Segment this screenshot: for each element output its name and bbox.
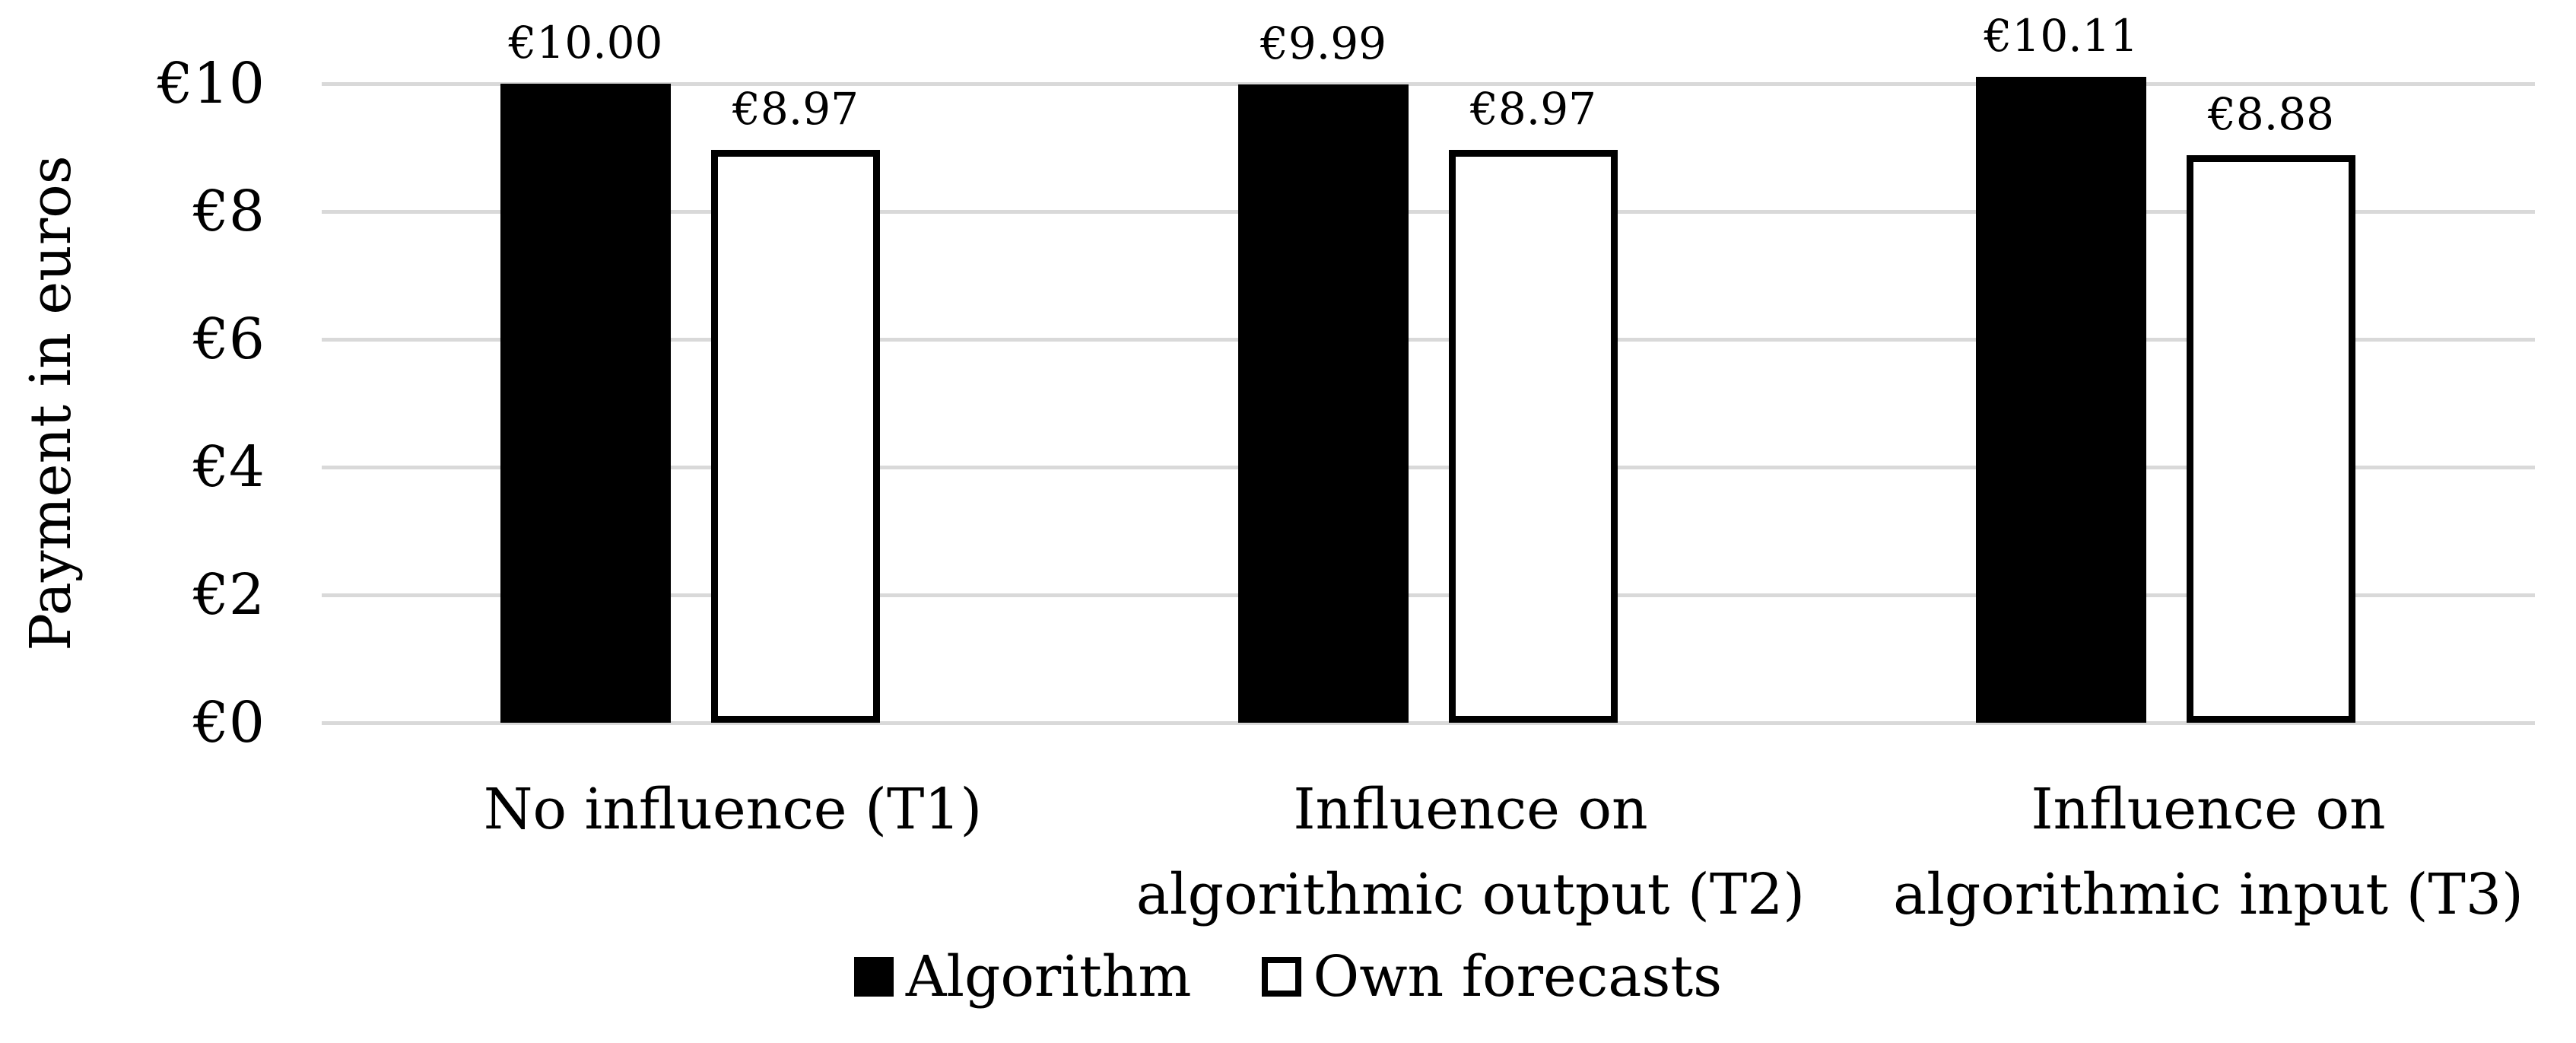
y-tick-label: €0 [192,690,265,755]
gridline [322,210,2535,214]
gridline [322,466,2535,469]
open-square-icon [1261,957,1301,997]
category-label: Influence on algorithmic output (T2) [1136,777,1806,927]
gridline [322,593,2535,597]
y-tick-label: €10 [157,51,265,116]
legend: Algorithm Own forecasts [0,944,2576,1010]
gridline [322,721,2535,725]
bar-value-label: €8.97 [1469,83,1597,135]
y-tick-label: €4 [192,434,265,500]
bar-algorithm [500,84,671,723]
legend-label: Algorithm [905,944,1192,1010]
bar-algorithm [1238,84,1409,723]
bar-value-label: €10.00 [508,17,663,68]
bar-own-forecasts [2187,155,2355,723]
y-tick-label: €8 [192,179,265,244]
bar-own-forecasts [711,150,880,723]
gridline [322,82,2535,86]
legend-label: Own forecasts [1313,944,1723,1010]
legend-item-own-forecasts: Own forecasts [1261,944,1723,1010]
bar-value-label: €8.97 [732,83,859,135]
bar-value-label: €10.11 [1984,10,2139,62]
category-label: Influence on algorithmic input (T3) [1893,777,2524,927]
bar-algorithm [1976,77,2146,723]
bar-value-label: €8.88 [2207,88,2335,140]
category-label: No influence (T1) [483,777,983,842]
y-tick-label: €2 [192,562,265,628]
bar-value-label: €9.99 [1259,17,1387,69]
y-tick-label: €6 [192,307,265,372]
y-axis-title: Payment in euros [18,155,84,651]
gridline [322,338,2535,342]
legend-item-algorithm: Algorithm [853,944,1192,1010]
bar-own-forecasts [1449,150,1618,723]
filled-square-icon [853,957,894,997]
